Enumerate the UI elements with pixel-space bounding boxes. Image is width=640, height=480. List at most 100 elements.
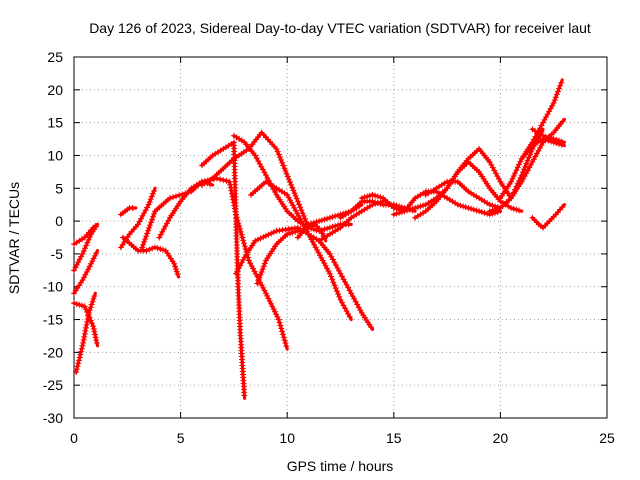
data-point <box>512 170 519 177</box>
data-point <box>76 354 83 361</box>
data-point <box>377 194 384 201</box>
data-point <box>86 263 93 270</box>
data-point <box>92 223 99 230</box>
data-point <box>551 97 558 104</box>
data-point <box>90 325 97 332</box>
data-point <box>145 201 152 208</box>
data-point <box>366 192 373 199</box>
y-tick-label: -30 <box>43 410 63 426</box>
data-point <box>542 133 549 140</box>
data-point <box>285 176 292 183</box>
data-point <box>316 218 323 225</box>
data-point <box>289 202 296 209</box>
data-point <box>486 201 493 208</box>
data-point <box>84 239 91 246</box>
data-point <box>72 264 79 271</box>
data-point <box>217 176 224 183</box>
series-sat-o <box>247 178 353 322</box>
data-point <box>393 210 400 217</box>
data-point <box>398 209 405 216</box>
data-point <box>329 223 336 230</box>
x-tick-label: 5 <box>177 430 185 446</box>
data-point <box>79 342 86 349</box>
data-point <box>281 165 288 172</box>
data-point <box>256 274 263 281</box>
data-point <box>324 225 331 232</box>
data-point <box>268 230 275 237</box>
data-point <box>157 245 164 252</box>
data-point <box>294 198 301 205</box>
y-tick-label: 15 <box>47 115 63 131</box>
data-point <box>87 304 94 311</box>
data-point <box>84 315 91 322</box>
data-point <box>93 337 100 344</box>
data-point <box>78 302 85 309</box>
data-point <box>75 357 82 364</box>
data-point <box>81 303 88 310</box>
data-point <box>283 343 290 350</box>
data-point <box>252 271 259 278</box>
data-point <box>88 320 95 327</box>
series-sat-e <box>73 291 98 376</box>
data-point <box>486 208 493 215</box>
data-point <box>315 249 322 256</box>
data-point <box>89 298 96 305</box>
data-point <box>148 193 155 200</box>
data-point <box>545 134 552 141</box>
data-point <box>288 199 295 206</box>
data-point <box>289 229 296 236</box>
data-point <box>77 351 84 358</box>
data-point <box>325 267 332 274</box>
data-point <box>160 246 167 253</box>
data-point <box>409 205 416 212</box>
data-point <box>509 175 516 182</box>
data-point <box>296 201 303 208</box>
data-point <box>328 273 335 280</box>
data-point <box>557 82 564 89</box>
data-point <box>412 204 419 211</box>
data-point <box>235 265 242 272</box>
data-point <box>86 234 93 241</box>
series-sat-n <box>233 224 375 331</box>
data-point <box>81 330 88 337</box>
data-point <box>80 336 87 343</box>
data-point <box>358 195 365 202</box>
data-point <box>473 207 480 214</box>
data-point <box>278 325 285 332</box>
data-point <box>91 252 98 259</box>
data-point <box>91 293 98 300</box>
data-point <box>335 291 342 298</box>
data-point <box>251 268 258 275</box>
data-point <box>273 311 280 318</box>
data-point <box>318 217 325 224</box>
data-point <box>300 212 307 219</box>
data-point <box>146 224 153 231</box>
data-point <box>176 192 183 199</box>
data-point <box>519 169 526 176</box>
data-point <box>91 328 98 335</box>
data-point <box>262 290 269 297</box>
data-point <box>292 228 299 235</box>
data-point <box>457 202 464 209</box>
data-point <box>309 239 316 246</box>
data-point <box>510 172 517 179</box>
data-point <box>329 213 336 220</box>
data-point <box>140 241 147 248</box>
data-point <box>93 339 100 346</box>
data-point <box>261 260 268 267</box>
data-point <box>323 265 330 272</box>
data-point <box>252 237 259 244</box>
data-point <box>468 205 475 212</box>
data-point <box>540 132 547 139</box>
data-point <box>276 319 283 326</box>
data-point <box>279 328 286 335</box>
data-point <box>548 135 555 142</box>
data-point <box>521 166 528 173</box>
data-point <box>553 91 560 98</box>
data-point <box>326 224 333 231</box>
data-point <box>223 177 230 184</box>
data-point <box>241 240 248 247</box>
data-point <box>287 179 294 186</box>
data-point <box>329 276 336 283</box>
